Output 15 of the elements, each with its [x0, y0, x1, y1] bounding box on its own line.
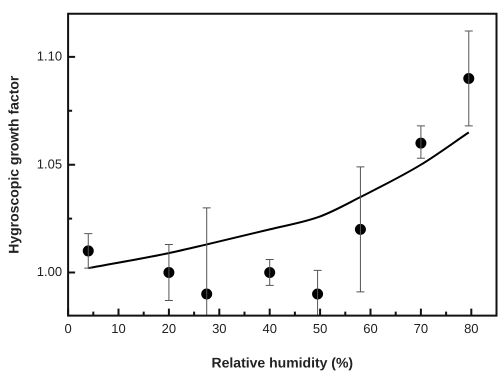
x-axis-title: Relative humidity (%) — [212, 354, 354, 370]
x-tick-label: 40 — [262, 320, 277, 336]
y-tick-label: 1.05 — [36, 156, 62, 172]
x-tick-label: 70 — [414, 320, 428, 336]
y-tick-label: 1.10 — [36, 48, 62, 64]
x-tick-label: 30 — [212, 320, 227, 336]
x-tick-label: 50 — [312, 320, 328, 336]
x-tick-label: 20 — [162, 320, 176, 336]
x-tick-label: 0 — [64, 320, 72, 336]
x-tick-label: 60 — [363, 320, 378, 336]
line-series — [87, 131, 470, 270]
x-tick-label: 10 — [111, 320, 126, 336]
y-tick-label: 1.00 — [36, 264, 62, 280]
y-axis-title: Hygroscopic growth factor — [5, 75, 22, 254]
x-tick-label: 80 — [464, 320, 479, 336]
